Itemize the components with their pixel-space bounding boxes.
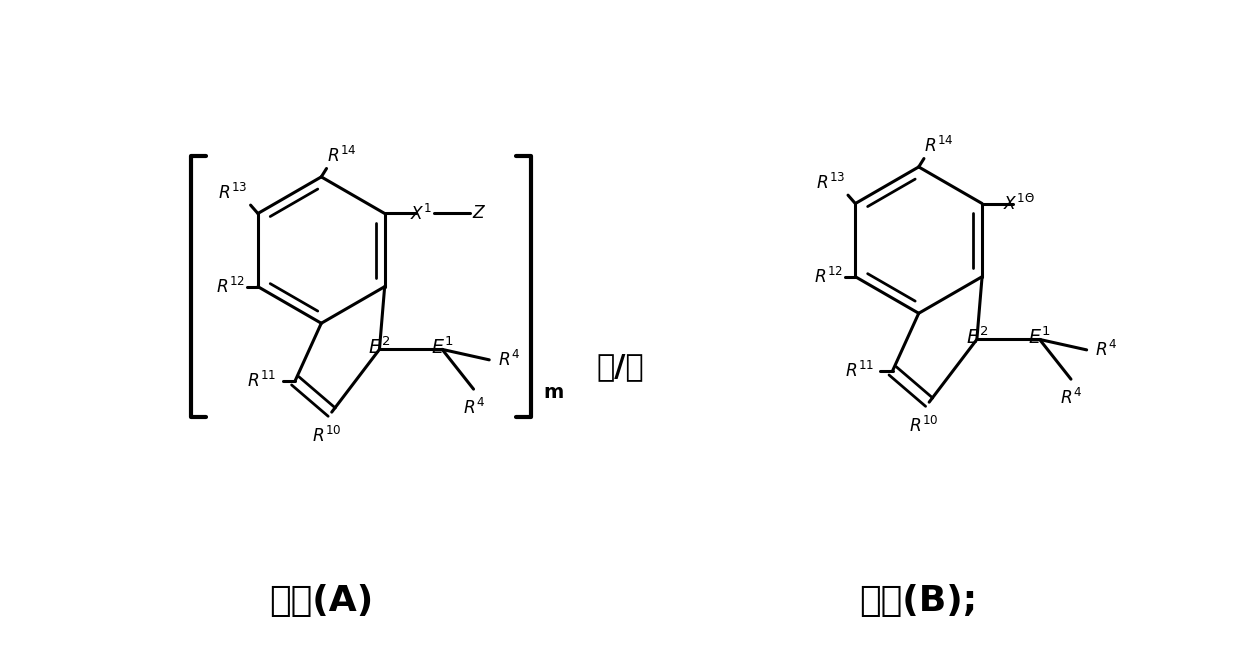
Text: 通式(A): 通式(A) [269, 584, 373, 618]
Text: $R^{11}$: $R^{11}$ [844, 361, 874, 381]
Text: $R^4$: $R^4$ [1060, 388, 1083, 408]
Text: $X^{1\Theta}$: $X^{1\Theta}$ [1003, 193, 1034, 214]
Text: $E^2$: $E^2$ [368, 336, 391, 358]
Text: 通式(B);: 通式(B); [859, 584, 978, 618]
Text: $E^1$: $E^1$ [1028, 327, 1050, 348]
Text: $R^{10}$: $R^{10}$ [311, 426, 341, 446]
Text: $Z$: $Z$ [471, 204, 486, 223]
Text: $E^1$: $E^1$ [430, 336, 454, 358]
Text: $R^{12}$: $R^{12}$ [216, 277, 246, 297]
Text: $R^{14}$: $R^{14}$ [924, 137, 954, 157]
Text: $R^{13}$: $R^{13}$ [218, 183, 248, 203]
Text: $X^1$: $X^1$ [410, 203, 433, 223]
Text: 和/或: 和/或 [596, 353, 644, 381]
Text: $R^4$: $R^4$ [497, 350, 520, 370]
Text: $R^{14}$: $R^{14}$ [326, 146, 356, 166]
Text: $R^4$: $R^4$ [463, 397, 485, 417]
Text: $R^{10}$: $R^{10}$ [909, 416, 939, 436]
Text: $R^4$: $R^4$ [1095, 340, 1117, 360]
Text: m: m [543, 384, 563, 402]
Text: $R^{13}$: $R^{13}$ [816, 173, 844, 193]
Text: $E^2$: $E^2$ [966, 327, 988, 348]
Text: $R^{12}$: $R^{12}$ [813, 267, 843, 287]
Text: $R^{11}$: $R^{11}$ [247, 371, 277, 391]
